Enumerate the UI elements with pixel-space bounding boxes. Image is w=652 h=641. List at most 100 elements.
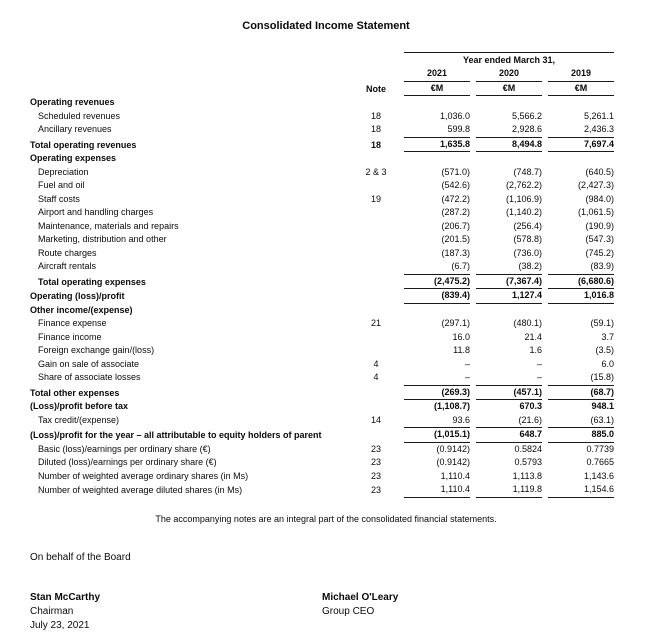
row-note: [354, 289, 398, 304]
table-row: Tax credit/(expense) 14 93.6 (21.6) (63.1): [30, 414, 614, 428]
row-value-2019: 885.0: [548, 427, 615, 443]
currency-unit-2021: €M: [404, 82, 470, 96]
row-value-2021: (297.1): [441, 318, 470, 328]
row-value-2020: (480.1): [513, 318, 542, 328]
row-note: 19: [370, 193, 381, 204]
table-row: Share of associate losses 4 – – (15.8): [30, 371, 614, 385]
table-row: Operating (loss)/profit (839.4) 1,127.4 1,0…: [30, 289, 615, 304]
row-value-2020: (256.4): [513, 220, 542, 231]
table-row: Marketing, distribution and other (201.5)…: [30, 233, 614, 247]
row-note: 18: [370, 139, 381, 150]
table-row: Diluted (loss)/earnings per ordinary sha…: [30, 456, 614, 470]
row-value-2020: (1,106.9): [505, 193, 542, 204]
row-label: Ancillary revenues: [38, 124, 112, 134]
row-value-2021: 1,110.4: [440, 470, 470, 481]
row-value-2019: 6.0: [601, 358, 615, 369]
row-value-2019: (68.7): [548, 384, 615, 400]
row-note: 2 & 3: [365, 166, 387, 177]
spacer-cell: [30, 67, 348, 82]
table-row: Total other expenses (269.3) (457.1) (68.7): [30, 384, 615, 401]
row-label: Total operating revenues: [30, 139, 137, 150]
row-value-2021: (472.2): [441, 193, 470, 204]
row-value-2019: (3.5): [595, 345, 615, 355]
row-label: Operating (loss)/profit: [30, 291, 125, 301]
row-label: Marketing, distribution and other: [38, 234, 167, 244]
row-value-2020: 21.4: [524, 331, 542, 342]
row-value-2021: (0.9142): [436, 443, 470, 454]
row-value-2021: 1,036.0: [439, 110, 470, 121]
signatory-name: Michael O'Leary: [322, 591, 399, 603]
row-value-2021: (571.0): [441, 166, 470, 177]
row-value-2019: (83.9): [590, 261, 615, 271]
row-label: Maintenance, materials and repairs: [38, 220, 179, 231]
row-value-2020: (457.1): [476, 384, 542, 400]
row-note: [354, 152, 398, 166]
year-header-row: 2021 2020 2019: [30, 67, 615, 82]
row-value-2019: 1,154.6: [548, 483, 615, 498]
row-label: Finance expense: [38, 318, 107, 328]
row-note: [354, 220, 398, 234]
row-value-2021: 1,635.8: [404, 136, 470, 152]
note-column-header: Note: [366, 83, 386, 94]
row-value-2020: 5,566.2: [511, 110, 542, 121]
page-title: Consolidated Income Statement: [242, 20, 410, 32]
row-value-2019: (547.3): [585, 234, 615, 244]
table-header: Year ended March 31, 2021 2020 2019 Note…: [30, 52, 615, 96]
row-value-2020: 8,494.8: [476, 136, 542, 152]
table-row: Aircraft rentals (6.7) (38.2) (83.9): [30, 260, 614, 274]
table-row: Route charges (187.3) (736.0) (745.2): [30, 247, 614, 261]
row-value-2019: (745.2): [585, 247, 615, 258]
row-label: Foreign exchange gain/(loss): [38, 345, 155, 355]
row-label: Number of weighted average ordinary shar…: [38, 470, 249, 481]
signature-chairman: Stan McCarthy Chairman July 23, 2021: [30, 591, 322, 633]
table-row: Finance income 16.0 21.4 3.7: [30, 331, 614, 345]
row-note: [354, 179, 398, 193]
row-value-2019: 7,697.4: [548, 136, 615, 152]
row-note: [354, 304, 398, 318]
year-header-2019: 2019: [548, 67, 615, 82]
row-note: [354, 344, 398, 358]
row-value-2019: [548, 96, 614, 110]
row-note: 23: [370, 443, 381, 454]
row-value-2019: 3.7: [601, 331, 615, 342]
table-row: Foreign exchange gain/(loss) 11.8 1.6 (3.5): [30, 344, 614, 358]
row-note: [354, 331, 398, 345]
unit-header-row: Note €M €M €M: [30, 82, 615, 96]
row-value-2020: 1,119.8: [476, 483, 542, 498]
row-value-2021: (542.6): [441, 180, 470, 190]
row-label: Gain on sale of associate: [38, 358, 140, 369]
table-row: Operating expenses: [30, 152, 614, 166]
row-value-2019: (6,680.6): [548, 273, 615, 289]
row-note: 23: [370, 485, 381, 495]
signature-date: July 23, 2021: [30, 619, 90, 631]
row-value-2019: 0.7739: [586, 443, 615, 454]
row-value-2021: (206.7): [441, 220, 470, 231]
table-row: Ancillary revenues 18 599.8 2,928.6 2,436.3: [30, 123, 614, 137]
row-label: Share of associate losses: [38, 372, 141, 382]
spacer-cell: [354, 52, 398, 67]
spacer-cell: [30, 52, 348, 67]
row-value-2020: 0.5793: [514, 457, 542, 467]
row-label: Airport and handling charges: [38, 207, 154, 217]
row-value-2021: (0.9142): [436, 457, 470, 467]
row-value-2021: 11.8: [453, 345, 470, 355]
table-row: (Loss)/profit for the year – all attribu…: [30, 427, 615, 443]
row-value-2020: (1,140.2): [505, 207, 542, 217]
table-row: Finance expense 21 (297.1) (480.1) (59.1): [30, 317, 614, 331]
income-statement-table: Year ended March 31, 2021 2020 2019 Note…: [24, 52, 620, 498]
row-value-2021: 16.0: [452, 331, 470, 342]
row-note: [354, 427, 398, 443]
currency-unit-2020: €M: [476, 82, 542, 96]
row-value-2021: [404, 96, 470, 110]
row-label: Number of weighted average diluted share…: [38, 485, 243, 495]
row-value-2020: 670.3: [519, 401, 542, 411]
row-value-2020: 2,928.6: [511, 124, 542, 134]
row-note: 4: [373, 358, 379, 369]
table-row: Total operating expenses (2,475.2) (7,367.…: [30, 273, 615, 289]
row-value-2020: [476, 152, 542, 166]
row-value-2021: (287.2): [441, 207, 470, 217]
row-value-2019: 1,016.8: [548, 289, 615, 304]
row-value-2019: 5,261.1: [584, 110, 615, 121]
table-row: (Loss)/profit before tax (1,108.7) 670.3 94…: [30, 400, 614, 414]
row-note: [354, 385, 398, 401]
